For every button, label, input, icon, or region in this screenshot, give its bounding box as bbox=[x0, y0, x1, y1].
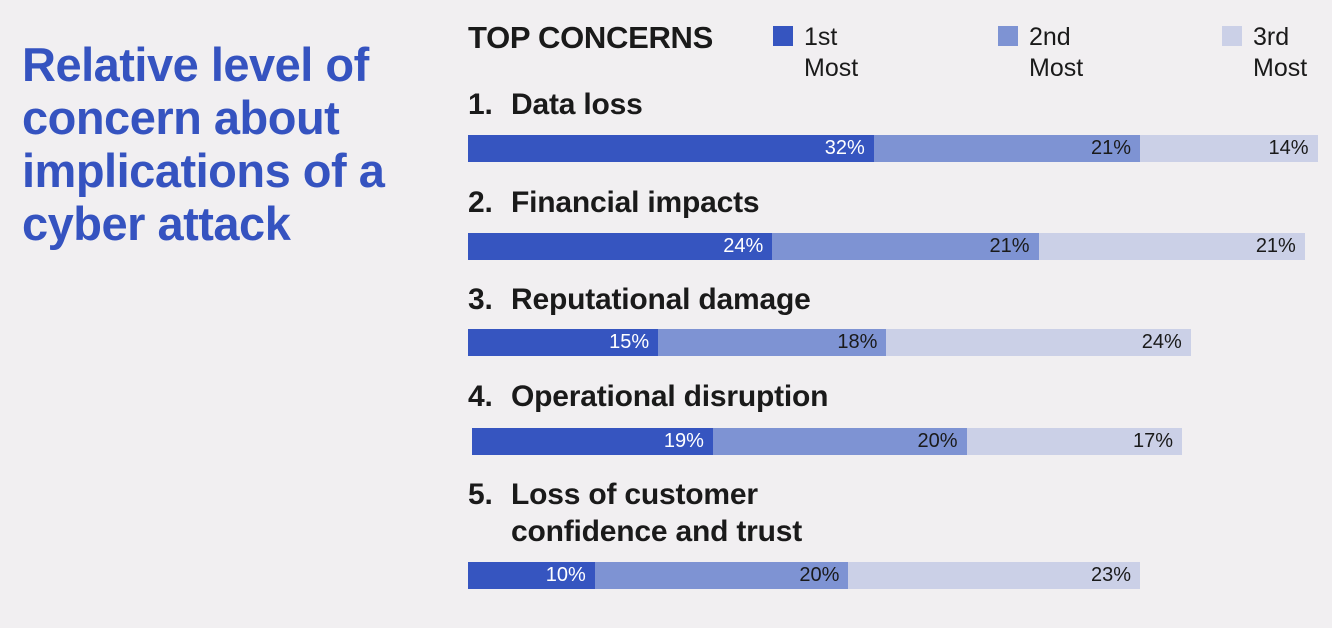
legend-swatch-second-most bbox=[998, 26, 1018, 46]
concern-label: Loss of customer confidence and trust bbox=[511, 478, 803, 548]
bar-value-label: 21% bbox=[989, 235, 1030, 257]
bar-value-label: 20% bbox=[917, 430, 958, 452]
bar-row-loss-of-customer-confidence: 10% 20% 23% bbox=[468, 562, 1141, 589]
bar-segment-third-most: 14% bbox=[1140, 135, 1318, 162]
bar-value-label: 19% bbox=[663, 430, 704, 452]
legend-label-first-most: 1st Most bbox=[804, 23, 859, 82]
bar-segment-first-most: 24% bbox=[468, 233, 773, 260]
bar-segment-first-most: 10% bbox=[468, 562, 595, 589]
bar-value-label: 32% bbox=[824, 137, 865, 159]
concern-title-loss-of-customer-confidence: 5. Loss of customer confidence and trust bbox=[468, 476, 851, 550]
bar-segment-second-most: 20% bbox=[712, 428, 967, 455]
chart-title: Relative level of concern about implicat… bbox=[22, 38, 385, 250]
concern-title-financial-impacts: 2. Financial impacts bbox=[468, 184, 931, 221]
concern-rank: 3. bbox=[468, 283, 493, 316]
bar-value-label: 23% bbox=[1090, 564, 1132, 586]
concern-title-operational-disruption: 4. Operational disruption bbox=[468, 378, 931, 415]
bar-value-label: 20% bbox=[799, 564, 840, 586]
bar-segment-third-most: 17% bbox=[966, 428, 1183, 455]
bar-segment-first-most: 15% bbox=[468, 329, 659, 356]
legend-item-third-most: 3rd Most bbox=[1222, 22, 1332, 84]
bar-segment-second-most: 18% bbox=[658, 329, 887, 356]
concern-label: Data loss bbox=[511, 88, 643, 121]
bar-segment-first-most: 19% bbox=[472, 428, 713, 455]
concern-rank: 4. bbox=[468, 380, 493, 413]
bar-value-label: 15% bbox=[609, 331, 650, 353]
bar-row-data-loss: 32% 21% 14% bbox=[468, 135, 1318, 162]
legend-swatch-first-most bbox=[773, 26, 793, 46]
bar-segment-second-most: 21% bbox=[873, 135, 1141, 162]
concern-title-data-loss: 1. Data loss bbox=[468, 86, 931, 123]
bar-segment-second-most: 21% bbox=[772, 233, 1039, 260]
bar-segment-first-most: 32% bbox=[468, 135, 874, 162]
bar-row-financial-impacts: 24% 21% 21% bbox=[468, 233, 1305, 260]
bar-value-label: 18% bbox=[837, 331, 878, 353]
concern-label: Financial impacts bbox=[511, 186, 760, 219]
bar-value-label: 14% bbox=[1268, 137, 1309, 159]
bar-segment-third-most: 21% bbox=[1038, 233, 1305, 260]
bar-segment-second-most: 20% bbox=[594, 562, 849, 589]
bar-segment-third-most: 24% bbox=[886, 329, 1191, 356]
legend-item-first-most: 1st Most bbox=[773, 22, 884, 84]
legend-item-second-most: 2nd Most bbox=[998, 22, 1109, 84]
bar-row-operational-disruption: 19% 20% 17% bbox=[472, 428, 1183, 455]
concern-title-reputational-damage: 3. Reputational damage bbox=[468, 281, 931, 318]
bar-value-label: 17% bbox=[1133, 430, 1174, 452]
bar-row-reputational-damage: 15% 18% 24% bbox=[468, 329, 1191, 356]
concern-rank: 1. bbox=[468, 88, 493, 121]
bar-value-label: 21% bbox=[1090, 137, 1132, 159]
bar-value-label: 24% bbox=[723, 235, 764, 257]
bar-value-label: 24% bbox=[1141, 331, 1182, 353]
concern-label: Operational disruption bbox=[511, 380, 829, 413]
concern-rank: 2. bbox=[468, 186, 493, 219]
legend-swatch-third-most bbox=[1222, 26, 1242, 46]
concern-label: Reputational damage bbox=[511, 283, 811, 316]
bar-value-label: 21% bbox=[1255, 235, 1296, 257]
bar-segment-third-most: 23% bbox=[848, 562, 1141, 589]
legend-label-second-most: 2nd Most bbox=[1029, 23, 1084, 82]
legend-label-third-most: 3rd Most bbox=[1253, 23, 1308, 82]
bar-value-label: 10% bbox=[545, 564, 586, 586]
top-concerns-heading: TOP CONCERNS bbox=[468, 20, 714, 55]
concern-rank: 5. bbox=[468, 478, 493, 511]
